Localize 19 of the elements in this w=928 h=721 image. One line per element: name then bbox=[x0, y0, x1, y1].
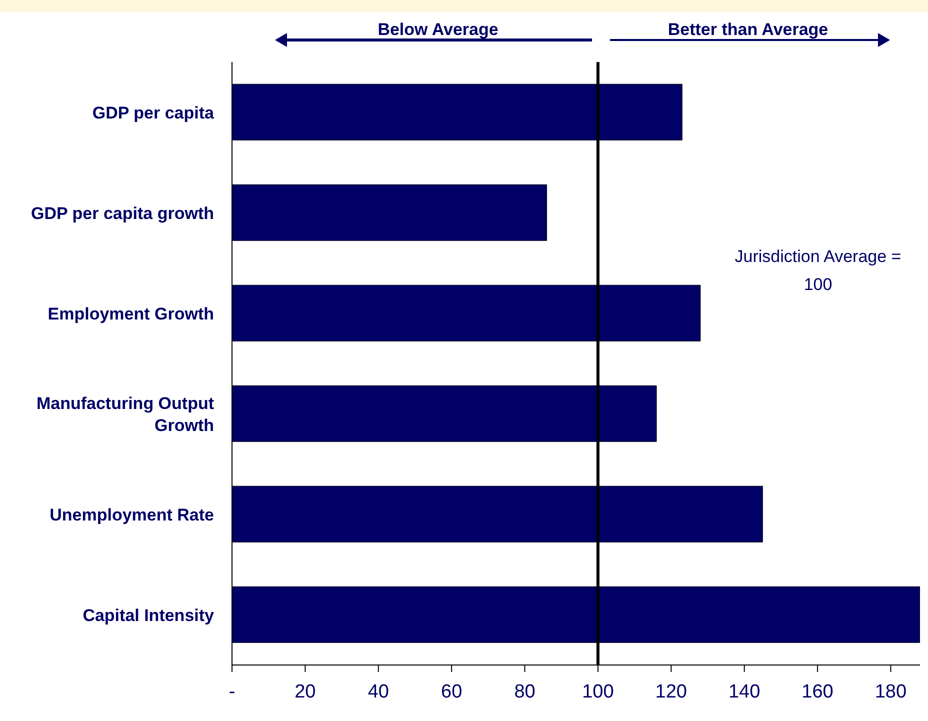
x-tick-label: 20 bbox=[294, 681, 316, 702]
y-tick-label: Capital Intensity bbox=[82, 605, 215, 624]
y-tick-label: Employment Growth bbox=[48, 304, 214, 323]
y-tick-label: Unemployment Rate bbox=[50, 504, 214, 524]
text: Better than Average bbox=[666, 19, 830, 41]
annotation: Jurisdiction Average = 100 bbox=[734, 246, 902, 296]
x-tick-label: 80 bbox=[514, 681, 536, 702]
text: Below Average bbox=[376, 19, 500, 41]
x-tick-label: 100 bbox=[582, 681, 614, 702]
x-tick-label: 140 bbox=[728, 681, 760, 702]
y-tick-label: GDP per capita bbox=[92, 102, 215, 122]
y-tick-label: GDP per capita growth bbox=[31, 203, 214, 222]
x-tick-label: 120 bbox=[655, 681, 687, 702]
x-tick-label: - bbox=[228, 681, 236, 702]
x-tick-label: 180 bbox=[874, 681, 907, 702]
x-tick-label: 40 bbox=[368, 681, 389, 702]
x-tick-label: 160 bbox=[802, 681, 834, 702]
x-tick-label: 60 bbox=[441, 681, 462, 702]
y-tick-label: Manufacturing Output Growth bbox=[36, 393, 214, 434]
